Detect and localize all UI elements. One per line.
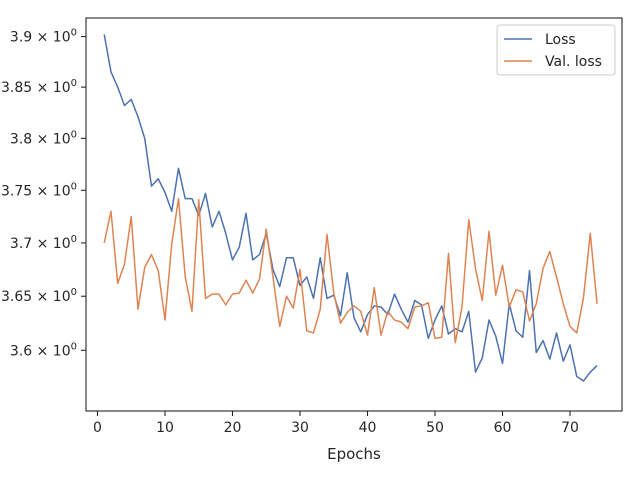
y-tick-label: 3.9 × 100 [10, 28, 77, 46]
y-tick-label: 3.75 × 100 [1, 181, 77, 199]
y-tick-label: 3.6 × 100 [10, 341, 77, 359]
y-tick-label: 3.65 × 100 [1, 287, 77, 305]
series-layer [103, 34, 598, 382]
legend-box [496, 24, 616, 76]
x-tick-label: 30 [291, 420, 309, 436]
legend: Loss Val. loss [496, 24, 616, 76]
x-axis-label: Epochs [327, 445, 381, 463]
y-tick-label: 3.85 × 100 [1, 78, 77, 96]
y-tick-label: 3.8 × 100 [10, 129, 77, 147]
y-axis-ticks: 3.6 × 100 3.65 × 100 3.7 × 100 3.75 × 100 3.… [1, 28, 86, 359]
plot-area-border [85, 17, 623, 412]
x-tick-label: 70 [561, 420, 579, 436]
y-tick-label: 3.7 × 100 [10, 234, 77, 252]
x-tick-label: 0 [93, 420, 102, 436]
x-tick-label: 20 [224, 420, 242, 436]
x-tick-label: 10 [156, 420, 174, 436]
x-tick-label: 50 [426, 420, 444, 436]
series-line-loss [103, 34, 598, 382]
axes-frame [85, 17, 623, 412]
x-tick-label: 60 [494, 420, 512, 436]
legend-label-loss: Loss [545, 32, 576, 48]
x-axis-ticks: 0 10 20 30 40 50 60 70 [93, 411, 579, 436]
series-line-val-loss [103, 197, 598, 344]
x-tick-label: 40 [359, 420, 377, 436]
legend-label-val-loss: Val. loss [545, 54, 602, 70]
